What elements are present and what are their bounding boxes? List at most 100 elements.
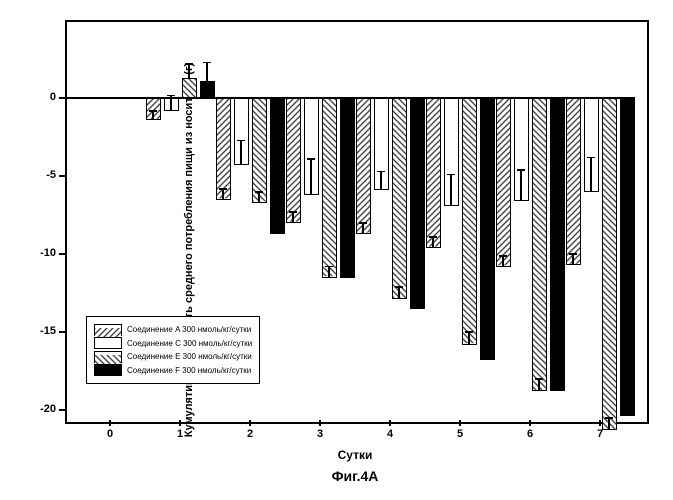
errbar-line	[380, 172, 382, 191]
errbar-line	[188, 64, 190, 78]
errbar-cap	[517, 169, 525, 171]
errbar-line	[346, 267, 348, 278]
y-tick	[59, 409, 65, 411]
errbar-cap	[553, 378, 561, 380]
errbar-line	[240, 140, 242, 165]
x-tick-label: 2	[247, 428, 253, 440]
x-tick-label: 7	[597, 428, 603, 440]
errbar-cap	[289, 211, 297, 213]
errbar-line	[556, 379, 558, 391]
y-tick	[59, 97, 65, 99]
x-tick-label: 1	[177, 428, 183, 440]
x-tick	[529, 420, 531, 426]
x-tick-label: 5	[457, 428, 463, 440]
errbar-line	[486, 348, 488, 360]
x-tick	[319, 420, 321, 426]
errbar-cap	[377, 171, 385, 173]
x-tick	[109, 420, 111, 426]
errbar-cap	[587, 157, 595, 159]
bar-A-day6	[496, 98, 511, 266]
bar-A-day4	[356, 98, 371, 234]
bar-A-day2	[216, 98, 231, 199]
x-tick	[389, 420, 391, 426]
errbar-cap	[185, 63, 193, 65]
bar-F-day2	[270, 98, 285, 234]
y-tick-label: -10	[40, 247, 56, 259]
errbar-cap	[605, 417, 613, 419]
errbar-line	[292, 212, 294, 223]
x-tick-label: 4	[387, 428, 393, 440]
errbar-line	[538, 379, 540, 391]
legend-label-A: Соединение A 300 нмоль/кг/сутки	[127, 325, 251, 334]
errbar-line	[626, 404, 628, 416]
legend-label-F: Соединение F 300 нмоль/кг/сутки	[127, 366, 251, 375]
errbar-line	[398, 287, 400, 299]
errbar-line	[328, 267, 330, 278]
errbar-cap	[325, 266, 333, 268]
bar-E-day4	[392, 98, 407, 299]
x-tick	[179, 420, 181, 426]
errbar-line	[502, 256, 504, 267]
errbar-line	[572, 254, 574, 265]
bar-E-day6	[532, 98, 547, 391]
errbar-cap	[149, 110, 157, 112]
errbar-cap	[499, 255, 507, 257]
errbar-cap	[447, 174, 455, 176]
bar-F-day5	[480, 98, 495, 360]
errbar-line	[450, 175, 452, 206]
bar-F-day4	[410, 98, 425, 308]
errbar-cap	[307, 158, 315, 160]
bar-F-day7	[620, 98, 635, 416]
x-axis-title: Сутки	[338, 448, 373, 462]
x-tick-label: 0	[107, 428, 113, 440]
errbar-line	[206, 63, 208, 82]
legend: Соединение A 300 нмоль/кг/сутки Соединени…	[86, 316, 260, 384]
legend-swatch-C	[94, 337, 122, 349]
legend-row-E: Соединение E 300 нмоль/кг/сутки	[94, 351, 252, 363]
y-tick-label: -20	[40, 403, 56, 415]
x-tick	[599, 420, 601, 426]
errbar-line	[432, 237, 434, 248]
errbar-cap	[483, 347, 491, 349]
x-tick-label: 6	[527, 428, 533, 440]
bar-A-day3	[286, 98, 301, 223]
x-tick-label: 3	[317, 428, 323, 440]
legend-swatch-E	[94, 351, 122, 363]
errbar-cap	[219, 188, 227, 190]
errbar-cap	[623, 403, 631, 405]
bar-F-day6	[550, 98, 565, 391]
y-tick-label: -15	[40, 325, 56, 337]
y-tick-label: -5	[46, 169, 56, 181]
errbar-line	[310, 159, 312, 195]
y-tick-label: 0	[50, 91, 56, 103]
bar-F-day1	[200, 81, 215, 98]
errbar-line	[222, 189, 224, 200]
legend-swatch-A	[94, 324, 122, 336]
bar-E-day5	[462, 98, 477, 344]
errbar-line	[362, 223, 364, 234]
errbar-cap	[203, 62, 211, 64]
errbar-cap	[343, 266, 351, 268]
errbar-cap	[395, 286, 403, 288]
errbar-line	[520, 170, 522, 201]
errbar-cap	[535, 378, 543, 380]
x-tick	[249, 420, 251, 426]
errbar-cap	[465, 331, 473, 333]
figure-label: Фиг.4A	[332, 468, 379, 484]
bar-E-day1	[182, 78, 197, 98]
bar-F-day3	[340, 98, 355, 277]
legend-swatch-F	[94, 364, 122, 376]
errbar-cap	[237, 140, 245, 142]
legend-row-F: Соединение F 300 нмоль/кг/сутки	[94, 364, 252, 376]
legend-row-C: Соединение C 300 нмоль/кг/сутки	[94, 337, 252, 349]
errbar-line	[152, 111, 154, 120]
y-tick	[59, 253, 65, 255]
bar-E-day2	[252, 98, 267, 202]
legend-label-C: Соединение C 300 нмоль/кг/сутки	[127, 339, 252, 348]
errbar-line	[590, 158, 592, 192]
bar-E-day3	[322, 98, 337, 277]
legend-row-A: Соединение A 300 нмоль/кг/сутки	[94, 324, 252, 336]
y-tick	[59, 331, 65, 333]
errbar-cap	[429, 236, 437, 238]
errbar-line	[276, 223, 278, 234]
